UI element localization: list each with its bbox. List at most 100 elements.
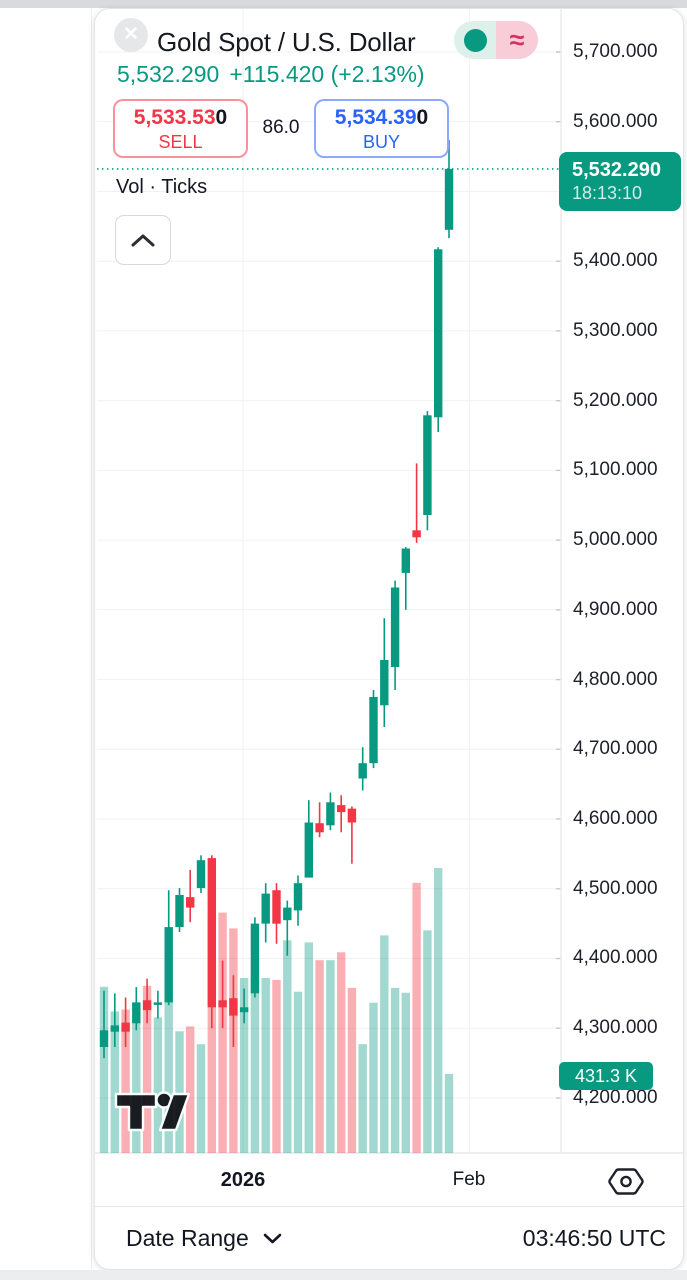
- date-range-label: Date Range: [126, 1225, 249, 1251]
- indicator-legend[interactable]: Vol · Ticks: [116, 176, 208, 198]
- candle-body: [207, 858, 216, 1008]
- tag-price: 5,532.290: [572, 159, 661, 181]
- tradingview-logo: [114, 1091, 191, 1132]
- price-scale-label: 5,600.000: [573, 111, 658, 132]
- tag-time: 18:13:10: [572, 183, 643, 203]
- volume-bar: [196, 1044, 206, 1153]
- status-bar-strip: [0, 0, 687, 8]
- volume-bar: [337, 952, 346, 1153]
- page-bottom-strip: [0, 1270, 687, 1280]
- price-chart-plot[interactable]: [95, 9, 684, 1154]
- date-range-button[interactable]: Date Range: [126, 1225, 282, 1252]
- chart-settings-button[interactable]: [608, 1166, 644, 1202]
- candle-body: [272, 890, 281, 924]
- page-divider: [91, 8, 92, 1270]
- volume-bar: [390, 987, 400, 1153]
- candle-body: [293, 883, 303, 911]
- candle-body: [153, 1002, 163, 1005]
- candle-body: [358, 763, 367, 779]
- buy-price: 5,534.39: [334, 105, 417, 129]
- candle-body: [412, 530, 421, 538]
- utc-clock[interactable]: 03:46:50 UTC: [522, 1225, 666, 1251]
- volume-bar: [99, 986, 109, 1153]
- last-price-tag: 5,532.290 18:13:10: [559, 152, 681, 211]
- volume-bar: [369, 1002, 378, 1153]
- candle-body: [110, 1025, 119, 1032]
- volume-bar: [304, 942, 313, 1153]
- candle-body: [121, 1022, 130, 1032]
- candle-body: [326, 802, 335, 826]
- candle-body: [261, 893, 270, 924]
- volume-bar: [132, 1022, 141, 1153]
- price-scale-label: 4,800.000: [573, 669, 658, 690]
- volume-bar: [444, 1073, 454, 1153]
- volume-bar: [250, 976, 260, 1153]
- candle-body: [99, 1030, 109, 1047]
- candle-body: [186, 897, 195, 908]
- candle-body: [239, 1007, 249, 1013]
- candle-body: [390, 587, 400, 667]
- market-status-toggle[interactable]: ≈: [454, 21, 538, 59]
- volume-bar: [315, 960, 324, 1153]
- sell-price: 5,533.53: [133, 105, 216, 129]
- volume-bar: [142, 985, 152, 1153]
- volume-bar: [358, 1044, 367, 1153]
- price-scale-label: 5,000.000: [573, 529, 658, 550]
- candle-body: [132, 1002, 141, 1024]
- candle-body: [142, 1000, 152, 1011]
- volume-tag: 431.3 K: [559, 1062, 653, 1090]
- candle-body: [369, 697, 378, 764]
- price-scale-label: 4,200.000: [573, 1087, 658, 1108]
- candle-body: [196, 860, 206, 889]
- close-button[interactable]: ✕: [114, 18, 148, 52]
- hexagon-settings-icon: [608, 1168, 644, 1195]
- volume-bar: [326, 960, 335, 1153]
- volume-bar: [272, 980, 281, 1153]
- volume-bar: [293, 991, 303, 1153]
- candle-body: [347, 808, 357, 823]
- candle-body: [283, 907, 292, 921]
- spread-value: 86.0: [262, 117, 300, 138]
- market-open-indicator[interactable]: [454, 21, 496, 59]
- time-scale-label: 2026: [220, 1169, 266, 1191]
- volume-bar: [283, 940, 292, 1153]
- volume-bar: [218, 912, 227, 1153]
- candle-body: [175, 895, 184, 928]
- volume-bar: [239, 978, 249, 1153]
- price-scale-label: 5,100.000: [573, 459, 658, 480]
- sell-button[interactable]: 5,533.530 SELL: [113, 99, 248, 158]
- candle-body: [401, 548, 410, 573]
- price-scale-label: 5,300.000: [573, 320, 658, 341]
- price-change: +115.420 (+2.13%): [229, 61, 425, 87]
- buy-price-last-digit: 0: [416, 105, 429, 129]
- candle-body: [250, 923, 260, 994]
- volume-bar: [110, 1011, 119, 1153]
- price-scale-label: 4,500.000: [573, 878, 658, 899]
- candle-body: [218, 1000, 227, 1008]
- candle-body: [380, 660, 389, 706]
- chevron-up-icon: [131, 234, 155, 246]
- volume-bar: [423, 930, 432, 1153]
- footer-bar: Date Range 03:46:50 UTC: [95, 1206, 683, 1269]
- time-scale-label: Feb: [452, 1169, 486, 1190]
- candle-body: [304, 822, 313, 878]
- volume-bar: [153, 1017, 163, 1153]
- chart-card: ✕ Gold Spot / U.S. Dollar ≈ 5,532.290 +11…: [94, 8, 684, 1270]
- candle-body: [315, 823, 324, 833]
- sell-label: SELL: [158, 131, 203, 152]
- buy-label: BUY: [362, 131, 400, 152]
- volume-bar: [207, 917, 216, 1153]
- price-scale-label: 5,200.000: [573, 390, 658, 411]
- green-dot-icon: [463, 28, 487, 52]
- buy-button[interactable]: 5,534.390 BUY: [314, 99, 449, 158]
- collapse-panel-button[interactable]: [115, 215, 171, 265]
- candle-body: [229, 998, 238, 1016]
- price-scale-label: 4,700.000: [573, 738, 658, 759]
- volume-bar: [121, 1009, 130, 1153]
- volume-bar: [412, 882, 421, 1153]
- price-scale-label: 4,900.000: [573, 599, 658, 620]
- symbol-title: Gold Spot / U.S. Dollar: [157, 27, 416, 57]
- wave-icon[interactable]: ≈: [496, 21, 538, 59]
- price-scale-label: 4,600.000: [573, 808, 658, 829]
